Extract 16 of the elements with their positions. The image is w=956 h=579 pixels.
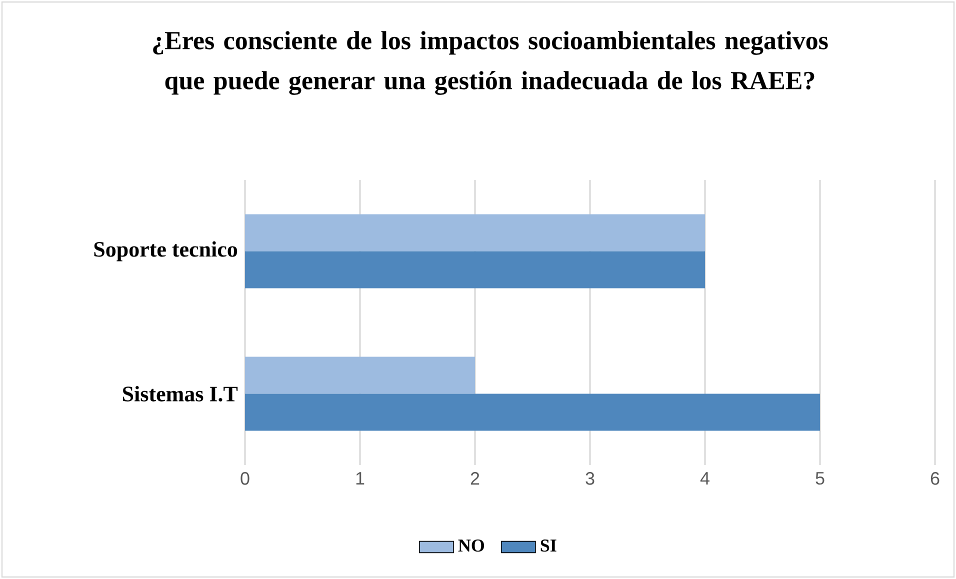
legend-label: SI [540,540,556,552]
legend-label: NO [458,540,484,552]
y-tick-label: Sistemas I.T [122,386,238,402]
x-tick-label: 0 [240,472,250,485]
bar [245,214,706,252]
bar [245,394,820,431]
x-tick-label: 6 [930,472,940,485]
x-tick-label: 4 [700,472,710,484]
y-tick-label: Soporte tecnico [94,241,238,262]
bar [245,356,476,394]
chart-title: ¿Eres consciente de los impactos socioambientales negativos que puede generar una gestión inadecuada de los RAEE? [153,31,828,95]
x-tick-label: 2 [470,472,480,485]
x-tick-label: 1 [356,472,364,484]
x-tick-label: 3 [586,472,594,485]
bar [245,251,706,288]
x-tick-label: 5 [816,472,824,485]
